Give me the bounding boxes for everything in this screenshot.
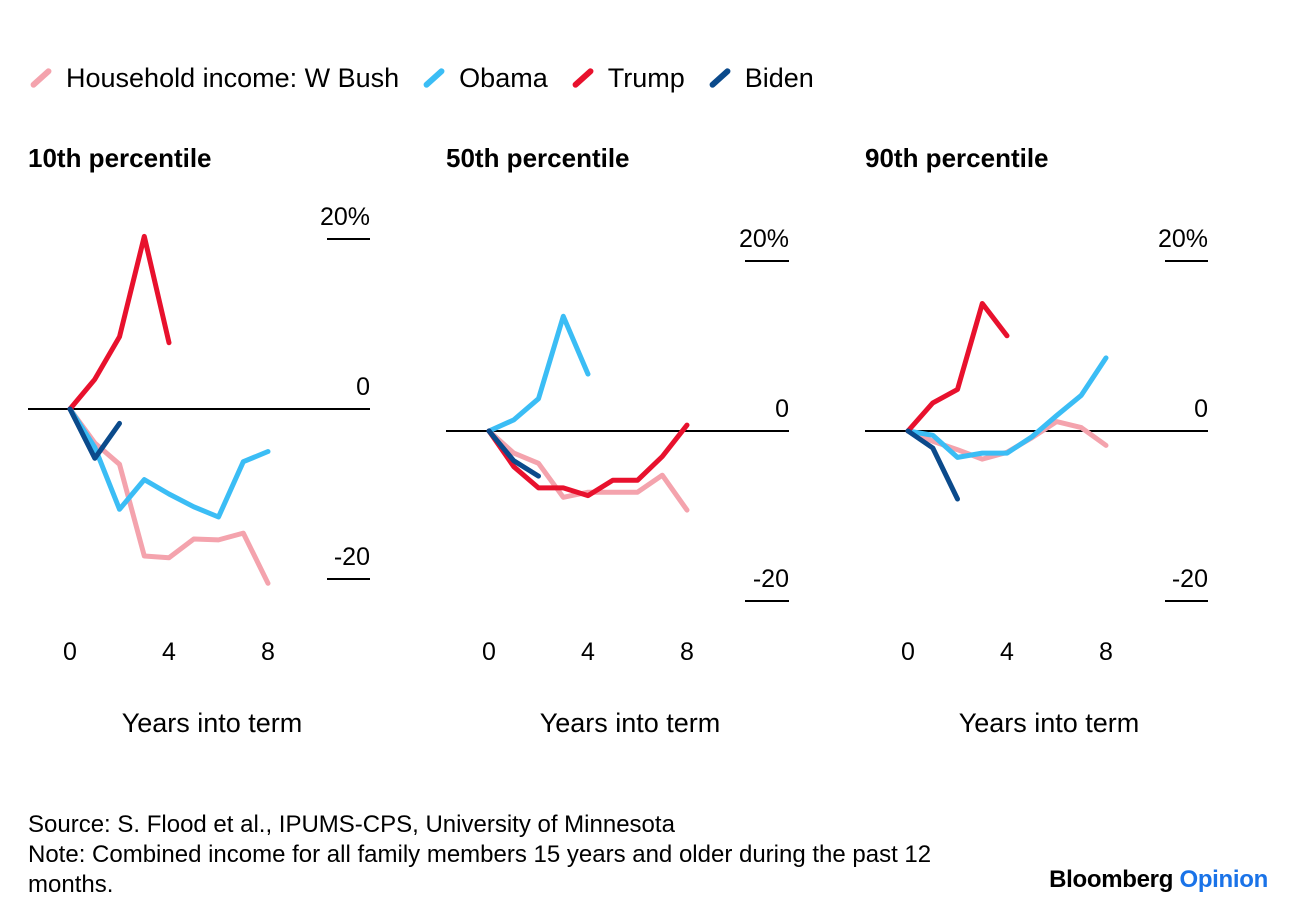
panel-title-50th: 50th percentile bbox=[446, 143, 630, 173]
series-line-biden bbox=[486, 428, 541, 479]
x-tick-label: 4 bbox=[581, 638, 595, 666]
footer: Source: S. Flood et al., IPUMS-CPS, Univ… bbox=[28, 810, 1028, 900]
note-text: Note: Combined income for all family mem… bbox=[28, 841, 932, 898]
x-axis-title: Years into term bbox=[959, 708, 1140, 738]
series-line-biden bbox=[905, 428, 960, 502]
legend-item: Trump bbox=[570, 63, 685, 94]
chart-panel-0: 20% 0 -20 0 4 8 Years into term bbox=[28, 203, 370, 738]
series-line-trump bbox=[486, 422, 690, 499]
legend-label: Biden bbox=[744, 62, 814, 93]
brand-bloomberg: Bloomberg bbox=[1049, 866, 1174, 893]
y-tick-label: 20% bbox=[1158, 225, 1208, 253]
series-line-obama bbox=[905, 355, 1109, 460]
panel-title-90th: 90th percentile bbox=[865, 143, 1049, 173]
brand-opinion: Opinion bbox=[1179, 866, 1268, 893]
y-tick-label: -20 bbox=[334, 543, 370, 571]
legend-label: Trump bbox=[607, 62, 685, 93]
series-line-trump bbox=[67, 233, 172, 412]
x-tick-label: 0 bbox=[63, 638, 77, 666]
legend-label: Household income: W Bush bbox=[66, 62, 400, 93]
y-tick-label: 20% bbox=[739, 225, 789, 253]
y-tick-label: 0 bbox=[775, 395, 789, 423]
y-tick-label: -20 bbox=[1172, 565, 1208, 593]
legend-item: Biden bbox=[707, 63, 814, 94]
source-text: Source: S. Flood et al., IPUMS-CPS, Univ… bbox=[28, 811, 675, 838]
chart-panel-2: 20% 0 -20 0 4 8 Years into term bbox=[865, 225, 1208, 738]
y-tick-label: 0 bbox=[356, 373, 370, 401]
x-tick-label: 8 bbox=[1099, 638, 1113, 666]
x-tick-label: 8 bbox=[680, 638, 694, 666]
x-tick-label: 0 bbox=[901, 638, 915, 666]
series-line-biden bbox=[67, 406, 122, 461]
x-tick-label: 4 bbox=[1000, 638, 1014, 666]
legend-item: Household income: W Bush bbox=[28, 63, 399, 94]
series-line-obama bbox=[67, 406, 271, 520]
chart-panel-1: 20% 0 -20 0 4 8 Years into term bbox=[446, 225, 789, 738]
x-tick-label: 8 bbox=[261, 638, 275, 666]
y-tick-label: 0 bbox=[1194, 395, 1208, 423]
x-axis-title: Years into term bbox=[540, 708, 721, 738]
y-tick-label: -20 bbox=[753, 565, 789, 593]
series-line-obama bbox=[486, 313, 591, 434]
y-tick-label: 20% bbox=[320, 203, 370, 231]
brand-logo: Bloomberg Opinion bbox=[1049, 866, 1268, 894]
legend-item: Obama bbox=[421, 63, 548, 94]
series-line-w-bush bbox=[486, 428, 690, 513]
panel-title-10th: 10th percentile bbox=[28, 143, 212, 173]
series-line-trump bbox=[905, 301, 1010, 434]
x-tick-label: 4 bbox=[162, 638, 176, 666]
chart-legend: Household income: W Bush Obama Trump Biden bbox=[28, 60, 836, 96]
x-tick-label: 0 bbox=[482, 638, 496, 666]
x-axis-title: Years into term bbox=[122, 708, 303, 738]
legend-label: Obama bbox=[459, 62, 548, 93]
